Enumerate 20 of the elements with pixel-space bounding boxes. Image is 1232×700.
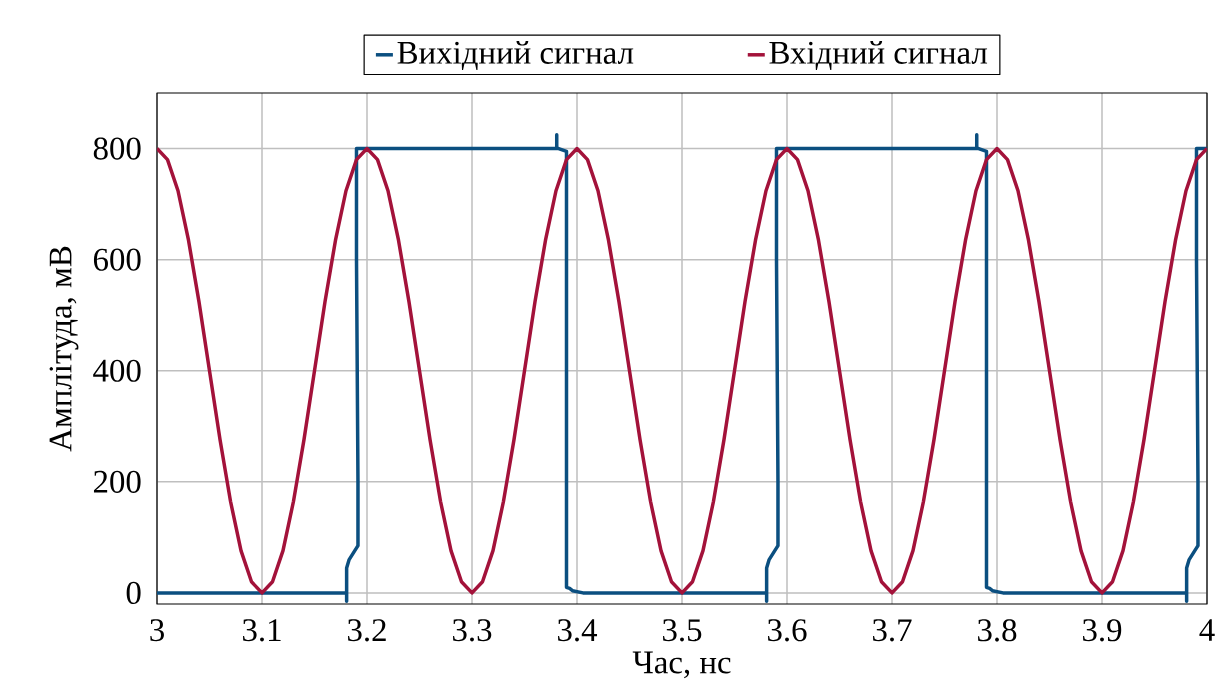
x-axis-title: Час, нс: [632, 651, 731, 679]
x-tick-label: 4: [1199, 619, 1215, 641]
y-tick-label: 200: [93, 470, 141, 493]
legend-label: Вхідний сигнал: [769, 41, 988, 70]
x-tick-label: 3.6: [768, 619, 807, 642]
legend-label: Вихідний сигнал: [397, 41, 634, 70]
y-tick-label: 0: [126, 581, 141, 604]
x-tick-label: 3.3: [453, 619, 492, 642]
y-tick-label: 800: [93, 137, 141, 160]
x-tick-label: 3.9: [1083, 619, 1122, 642]
x-tick-label: 3.1: [243, 619, 281, 642]
y-tick-label: 400: [93, 359, 141, 382]
x-tick-label: 3.4: [558, 619, 598, 642]
x-tick-label: 3.8: [978, 619, 1017, 642]
x-tick-label: 3.2: [348, 619, 386, 642]
x-tick-label: 3.7: [873, 619, 912, 642]
x-tick-label: 3: [150, 619, 164, 642]
x-tick-label: 3.5: [663, 619, 702, 642]
y-axis-title: Амплітуда, мВ: [49, 246, 79, 452]
y-tick-label: 600: [93, 248, 141, 271]
